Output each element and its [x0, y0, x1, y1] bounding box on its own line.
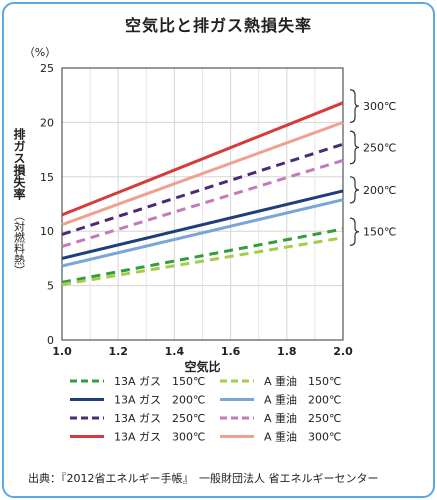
x-tick-label: 1.4 — [165, 345, 185, 358]
series-line — [61, 120, 344, 227]
series-line — [61, 142, 344, 236]
y-tick-label: 0 — [47, 334, 54, 347]
series-line — [61, 227, 344, 284]
y-axis-subtitle: （対燃料熱） — [13, 210, 26, 276]
legend-label: 13A ガス 250℃ — [114, 412, 205, 425]
x-axis-title: 空気比 — [184, 359, 220, 374]
x-tick-label: 1.2 — [108, 345, 128, 358]
annotation-brace — [349, 89, 360, 123]
annotation-brace — [349, 176, 360, 204]
series-line — [61, 159, 344, 248]
legend-label: A 重油 200℃ — [264, 393, 341, 407]
legend-label: 13A ガス 200℃ — [114, 394, 205, 407]
annotation-label: 300℃ — [363, 100, 396, 113]
annotation-label: 150℃ — [363, 226, 396, 239]
legend-label: A 重油 250℃ — [264, 411, 341, 425]
legend-label: 13A ガス 150℃ — [114, 375, 205, 388]
chart-title: 空気比と排ガス熱損失率 — [124, 16, 312, 35]
y-tick-label: 15 — [40, 171, 54, 184]
y-tick-label: 5 — [47, 280, 54, 293]
series-line — [61, 189, 344, 260]
x-tick-label: 1.0 — [52, 345, 72, 358]
x-tick-label: 1.8 — [277, 345, 297, 358]
annotation-brace — [349, 130, 360, 165]
legend-label: A 重油 300℃ — [264, 430, 341, 444]
plot-border — [61, 67, 344, 341]
annotation-label: 200℃ — [363, 184, 396, 197]
y-tick-label: 25 — [40, 62, 54, 75]
legend-label: A 重油 150℃ — [264, 374, 341, 388]
series-line — [61, 198, 344, 268]
annotation-brace — [349, 217, 360, 246]
series-line — [61, 101, 344, 217]
y-unit-label: （%） — [24, 46, 56, 59]
y-axis-title: 排ガス損失率 — [12, 127, 26, 201]
x-tick-label: 2.0 — [333, 345, 353, 358]
source-note: 出典：『2012省エネルギー手帳』 一般財団法人 省エネルギーセンター — [28, 472, 379, 485]
x-tick-label: 1.6 — [221, 345, 241, 358]
legend-label: 13A ガス 300℃ — [114, 431, 205, 444]
y-tick-label: 10 — [40, 225, 54, 238]
annotation-label: 250℃ — [363, 141, 396, 154]
series-line — [61, 236, 344, 286]
y-tick-label: 20 — [40, 116, 54, 129]
